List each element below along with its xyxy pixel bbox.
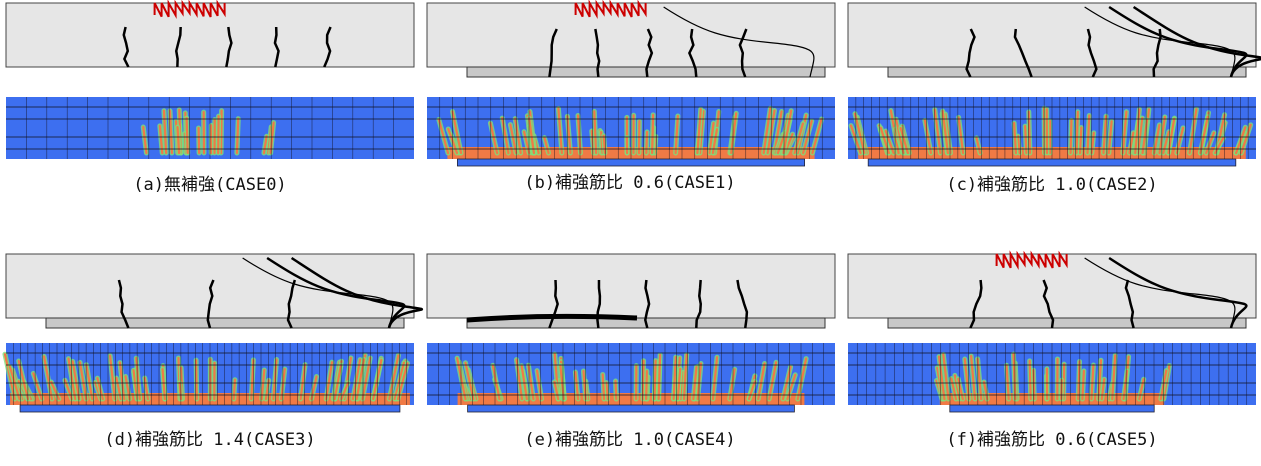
plate-band: [20, 405, 400, 412]
damage: [646, 132, 647, 153]
damage: [616, 381, 617, 399]
damage: [1077, 112, 1078, 153]
panel: [6, 3, 414, 159]
caption: (e)補強筋比 1.0(CASE4): [524, 430, 735, 450]
caption: (f)補強筋比 0.6(CASE5): [946, 430, 1157, 450]
panel: [848, 254, 1256, 412]
damage: [659, 355, 660, 399]
panel: [427, 254, 835, 412]
panel: [427, 3, 835, 166]
beam: [427, 254, 835, 318]
damage: [221, 111, 222, 153]
panel: [5, 254, 422, 412]
panel: [848, 3, 1261, 166]
figure: (a)無補強(CASE0) (b)補強筋比 0.6(CASE1) (c)補強筋比…: [0, 0, 1261, 466]
plate-band: [468, 405, 795, 412]
caption: (c)補強筋比 1.0(CASE2): [946, 175, 1157, 195]
damage: [604, 136, 605, 153]
damage: [1078, 362, 1079, 399]
plate-band: [868, 159, 1236, 166]
damage: [606, 383, 607, 399]
frp-plate: [46, 318, 404, 328]
beam: [848, 3, 1256, 67]
plate-band: [950, 405, 1154, 412]
frp-plate: [888, 318, 1246, 328]
damage: [237, 119, 238, 153]
damage: [652, 115, 653, 153]
caption: (a)無補強(CASE0): [133, 175, 286, 195]
damage: [234, 380, 235, 399]
damage: [187, 118, 188, 153]
damage: [196, 360, 197, 399]
damage: [1030, 361, 1031, 399]
plate-band: [457, 159, 804, 166]
frp-plate: [888, 67, 1246, 77]
damage: [643, 361, 644, 399]
damage: [1029, 112, 1030, 153]
damage: [654, 361, 655, 399]
caption: (b)補強筋比 0.6(CASE1): [524, 173, 735, 193]
caption: (d)補強筋比 1.4(CASE3): [104, 430, 315, 450]
